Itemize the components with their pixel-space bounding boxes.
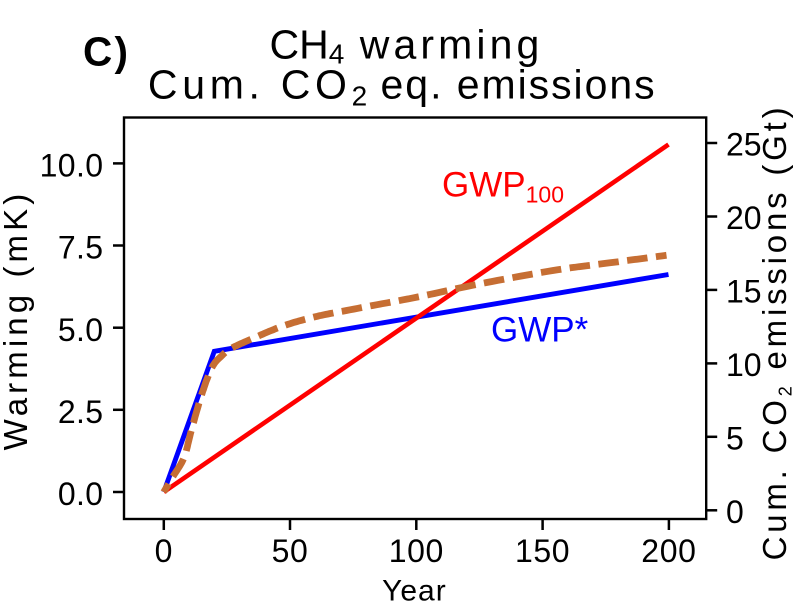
svg-text:CH4 warming: CH4 warming: [270, 22, 544, 70]
svg-text:100: 100: [389, 533, 444, 569]
svg-text:0: 0: [726, 494, 744, 530]
svg-text:5: 5: [726, 420, 744, 456]
svg-text:25: 25: [726, 127, 762, 163]
svg-text:150: 150: [515, 533, 570, 569]
svg-text:50: 50: [272, 533, 309, 569]
svg-text:2.5: 2.5: [58, 394, 104, 430]
svg-text:0: 0: [155, 533, 173, 569]
svg-text:Warming (mK): Warming (mK): [0, 190, 34, 451]
svg-text:10.0: 10.0: [40, 148, 104, 184]
svg-text:Cum. CO2 emissions (Gt): Cum. CO2 emissions (Gt): [756, 104, 796, 561]
svg-text:0.0: 0.0: [58, 476, 104, 512]
svg-text:5.0: 5.0: [58, 312, 104, 348]
svg-text:C): C): [83, 28, 130, 74]
svg-text:Year: Year: [382, 574, 447, 601]
svg-text:200: 200: [641, 533, 696, 569]
svg-text:20: 20: [726, 200, 762, 236]
svg-text:Cum. CO2 eq. emissions: Cum. CO2 eq. emissions: [148, 61, 657, 111]
svg-text:GWP*: GWP*: [491, 310, 589, 349]
svg-text:7.5: 7.5: [58, 230, 104, 266]
svg-text:10: 10: [726, 347, 762, 383]
svg-text:15: 15: [726, 273, 762, 309]
